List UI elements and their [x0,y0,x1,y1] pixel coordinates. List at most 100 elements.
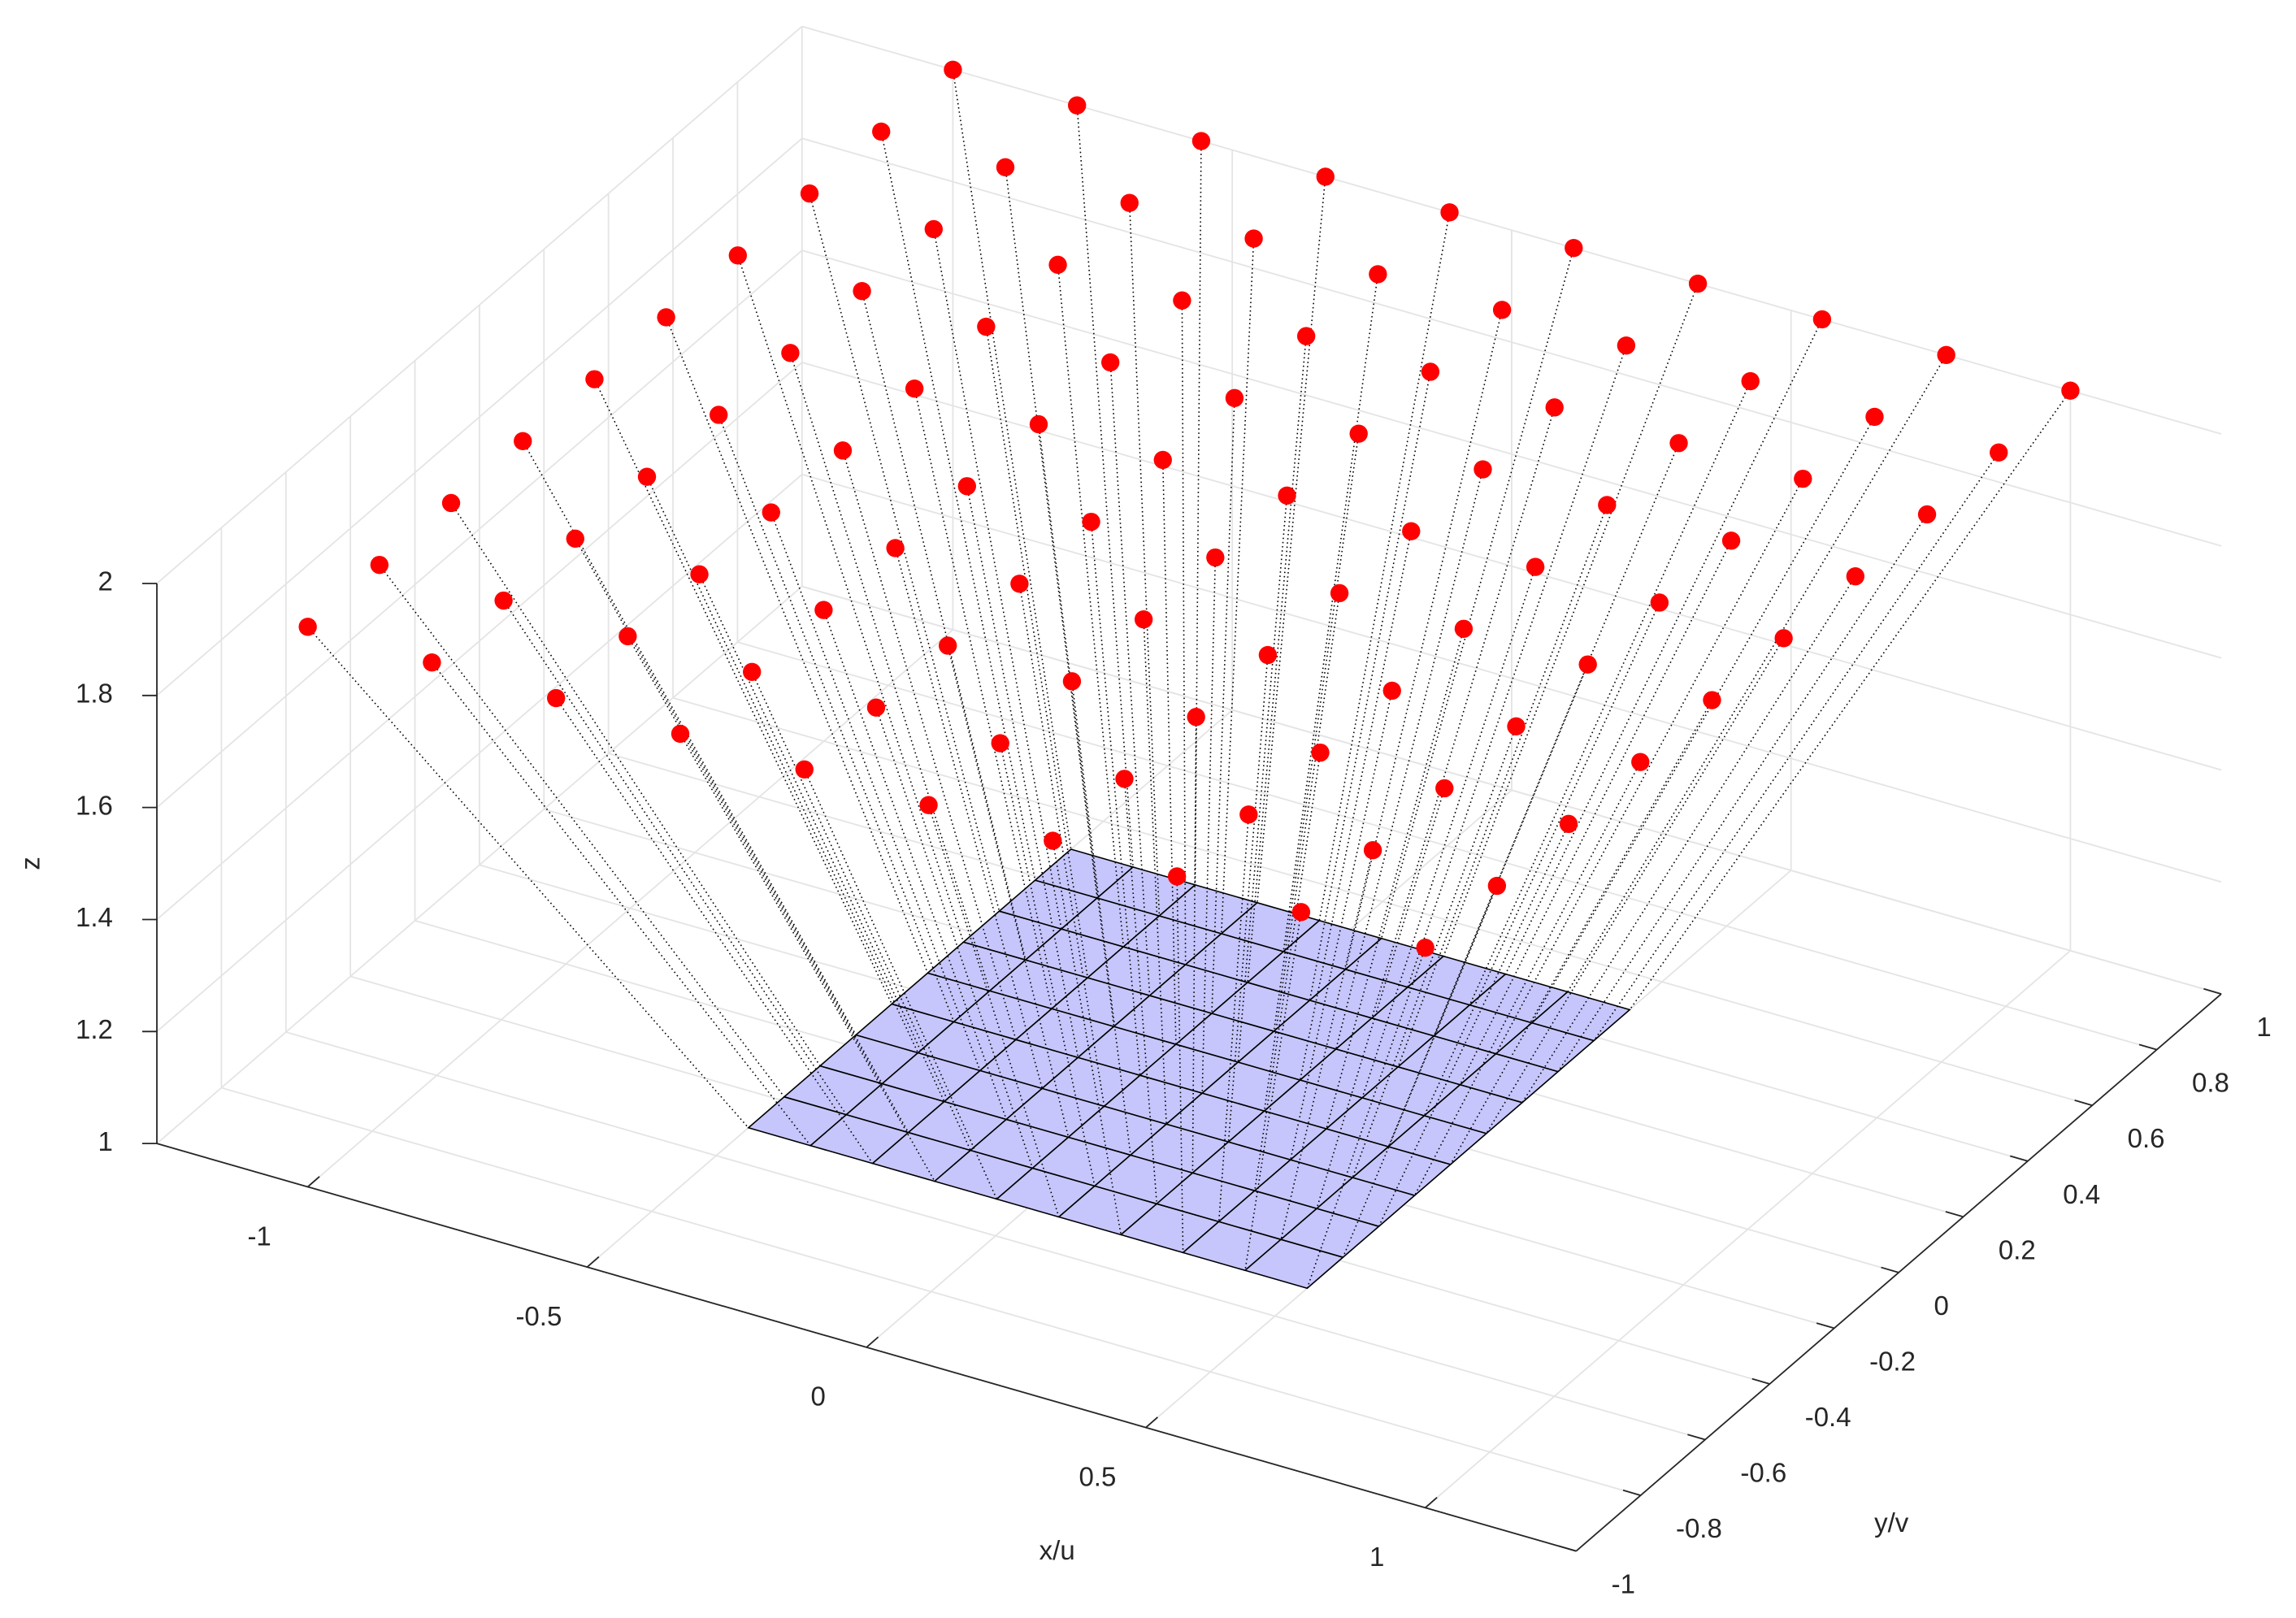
point [1316,167,1335,186]
stem [1181,300,1187,965]
x-axis-label: x/u [1039,1535,1075,1565]
point [743,662,762,681]
stem [1109,362,1151,996]
stem [1299,531,1413,1081]
grid-line [156,249,803,809]
z-tick-label: 1.2 [76,1014,113,1044]
point [1559,814,1578,834]
x-tick [586,1256,600,1268]
point [1774,629,1793,648]
y-tick-label: 0.6 [2128,1123,2165,1153]
stem [575,538,883,1084]
x-tick-label: 1 [1369,1542,1384,1572]
point [1363,840,1382,860]
stem [1194,141,1202,885]
point [1010,575,1029,593]
stem [1220,238,1255,934]
stem [1306,947,1426,1289]
point [1029,414,1048,434]
point [977,317,996,336]
point [1545,398,1564,417]
point [1349,424,1368,443]
y-tick-label: 0.4 [2063,1179,2100,1209]
stem [1128,202,1161,916]
point [566,529,584,549]
point [585,370,604,388]
stem [1413,761,1641,1196]
point [546,688,566,708]
stem [1443,283,1699,956]
grid-line [801,249,2222,659]
stem [1227,654,1269,1143]
point [1440,203,1459,222]
stem [555,697,874,1165]
point [1917,505,1937,524]
point [441,493,461,513]
stem [875,707,1034,1169]
stem [1342,885,1498,1258]
point [1617,336,1636,355]
surface-patch [1530,991,1631,1042]
stem [431,662,811,1147]
y-tick [2203,987,2222,995]
stem [1211,397,1235,1014]
point [1062,672,1082,691]
stem [1217,814,1250,1222]
stem [861,290,1026,961]
z-tick-label: 1 [98,1126,113,1156]
y-tick-label: 0.8 [2192,1068,2229,1098]
point [1402,522,1421,540]
y-tick [1881,1266,1899,1273]
stem [1423,602,1660,1117]
y-tick-label: -0.8 [1676,1513,1722,1543]
stem [1397,505,1608,1068]
point [1167,867,1187,886]
z-tick-label: 1.8 [76,679,113,709]
point [1598,496,1617,514]
point [1474,460,1492,479]
point [905,380,924,398]
stem [789,353,991,991]
z-axis-label: z [15,857,45,870]
stem [1326,628,1465,1130]
grid-line [285,1031,1706,1441]
stem [880,131,1036,881]
point [1100,353,1120,372]
point [1507,717,1526,735]
grid-line [801,585,2222,995]
point [1278,486,1296,505]
point [1115,770,1134,788]
point [618,627,637,646]
point [996,158,1015,177]
point [1721,531,1741,550]
point [1812,310,1832,329]
point [1846,567,1865,586]
stem [1557,514,1928,1073]
point [1688,274,1708,293]
stem [522,440,857,1035]
point [1990,443,2008,462]
point [1048,255,1067,275]
stem [1005,167,1098,899]
point [657,308,675,327]
stem [1407,345,1627,987]
stem [842,450,1017,1040]
x-tick-label: -0.5 [515,1301,562,1331]
point [1191,132,1211,150]
stem [1309,371,1431,1001]
stem [1495,478,1804,1055]
z-tick-label: 2 [98,566,113,596]
point [795,760,814,779]
point [1421,362,1440,381]
z-tick-label: 1.4 [76,902,113,932]
stem [751,671,971,1151]
point [1369,265,1387,284]
y-tick-label: -0.6 [1740,1458,1786,1488]
point [671,724,690,744]
stem [1071,681,1131,1156]
stem [999,743,1096,1186]
stem [1257,176,1326,903]
point [1492,301,1512,319]
point [1454,619,1474,638]
